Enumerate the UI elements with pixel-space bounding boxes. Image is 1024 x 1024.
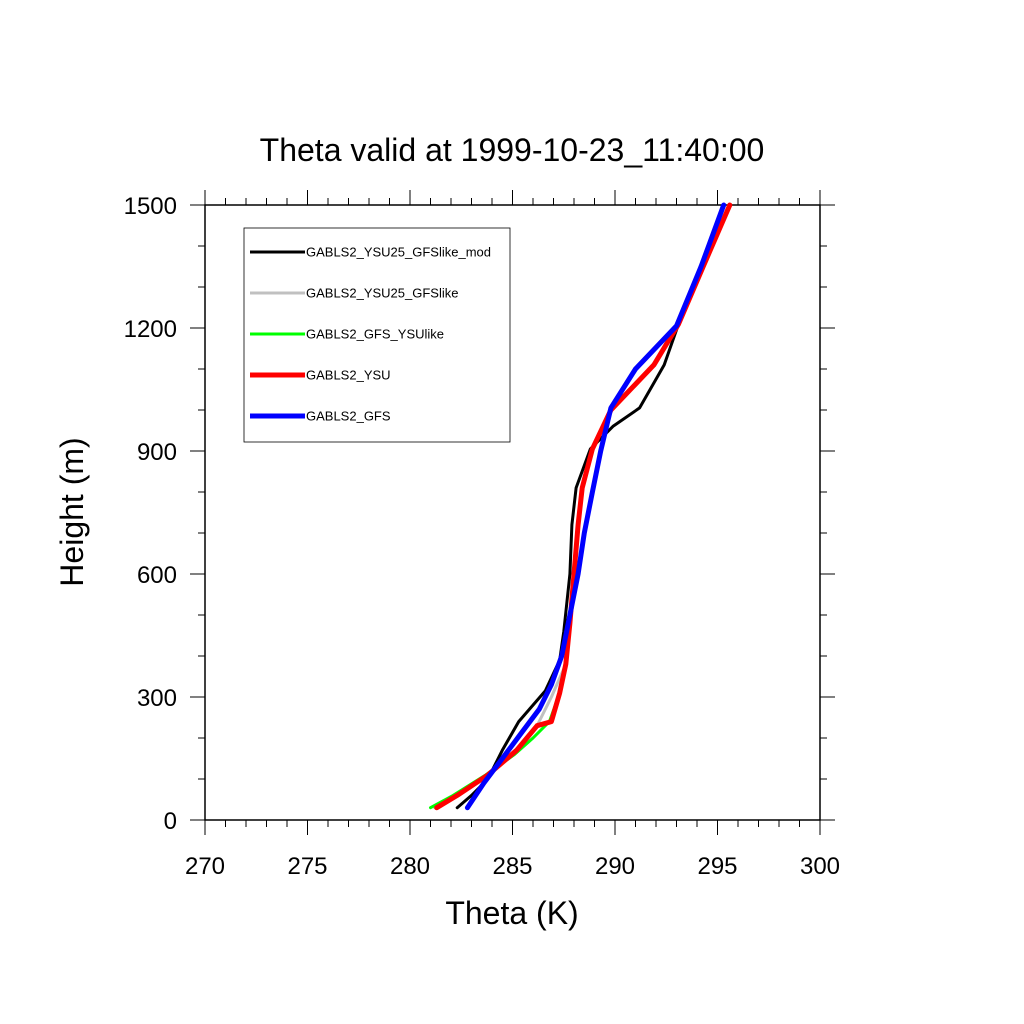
x-axis-label: Theta (K) bbox=[445, 895, 578, 931]
y-tick-label: 1200 bbox=[124, 316, 177, 343]
y-axis-label: Height (m) bbox=[54, 437, 90, 586]
y-tick-label: 0 bbox=[164, 808, 177, 835]
axis-ticks: 270 275 280 285 290 295 300 0 300 600 900 1200 1500 bbox=[124, 190, 840, 880]
x-tick-label: 270 bbox=[185, 853, 225, 880]
legend: GABLS2_YSU25_GFSlike_mod GABLS2_YSU25_GFS… bbox=[243, 227, 511, 443]
legend-label-5: GABLS2_GFS bbox=[306, 409, 391, 424]
y-tick-label: 300 bbox=[137, 685, 177, 712]
x-tick-label: 290 bbox=[595, 853, 635, 880]
x-tick-label: 275 bbox=[287, 853, 327, 880]
y-tick-label: 1500 bbox=[124, 193, 177, 220]
x-tick-label: 295 bbox=[697, 853, 737, 880]
series-layer bbox=[429, 202, 733, 811]
legend-label-2: GABLS2_YSU25_GFSlike bbox=[306, 286, 458, 301]
x-tick-label: 300 bbox=[800, 853, 840, 880]
y-tick-label: 900 bbox=[137, 439, 177, 466]
x-tick-label: 285 bbox=[492, 853, 532, 880]
legend-label-1: GABLS2_YSU25_GFSlike_mod bbox=[306, 245, 491, 260]
series-line-1 bbox=[455, 203, 732, 810]
chart-title: Theta valid at 1999-10-23_11:40:00 bbox=[260, 132, 765, 168]
legend-label-4: GABLS2_YSU bbox=[306, 368, 391, 383]
legend-label-3: GABLS2_GFS_YSUlike bbox=[306, 327, 444, 342]
y-tick-label: 600 bbox=[137, 562, 177, 589]
series-line-5 bbox=[464, 202, 727, 811]
x-tick-label: 280 bbox=[390, 853, 430, 880]
